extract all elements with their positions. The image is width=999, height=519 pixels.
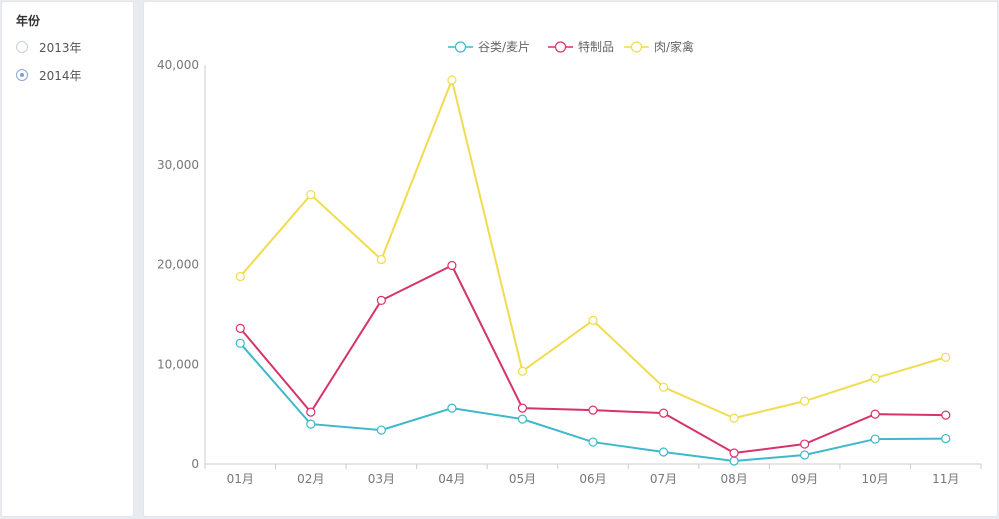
- data-point[interactable]: [658, 447, 669, 457]
- data-point[interactable]: [588, 315, 598, 325]
- data-point[interactable]: [235, 271, 245, 282]
- x-tick-label: 06月: [579, 472, 606, 486]
- data-point[interactable]: [588, 437, 598, 447]
- data-point[interactable]: [800, 396, 810, 406]
- data-point[interactable]: [941, 352, 951, 362]
- radio-label: 2013年: [39, 40, 82, 55]
- y-tick-label: 20,000: [157, 258, 199, 272]
- year-filter-panel: 年份 2013年 2014年: [1, 1, 134, 517]
- x-tick-label: 11月: [932, 472, 959, 486]
- x-tick-label: 10月: [862, 472, 889, 486]
- data-point[interactable]: [306, 419, 316, 429]
- y-tick-label: 30,000: [157, 158, 199, 172]
- line-chart: 0 10,000 20,000 30,000 40,000 01月 02月 03月 04月 05月…: [157, 39, 982, 486]
- radio-label: 2014年: [39, 68, 82, 83]
- data-point[interactable]: [729, 448, 739, 458]
- x-tick-label: 02月: [297, 472, 324, 486]
- legend-swatch-marker[interactable]: [454, 41, 467, 53]
- data-point[interactable]: [517, 414, 528, 424]
- data-point[interactable]: [447, 403, 457, 413]
- x-tick-label: 04月: [438, 472, 465, 486]
- data-point[interactable]: [447, 260, 457, 271]
- legend-swatch-marker[interactable]: [554, 41, 567, 53]
- data-point[interactable]: [800, 439, 810, 449]
- data-point[interactable]: [447, 75, 457, 85]
- x-tick-label: 07月: [650, 472, 677, 486]
- filter-title: 年份: [16, 14, 41, 28]
- data-point[interactable]: [376, 425, 386, 435]
- series-line: [239, 76, 947, 420]
- x-tick-label: 05月: [509, 472, 536, 486]
- data-point[interactable]: [870, 373, 880, 383]
- chart-panel: [143, 1, 998, 517]
- radio-checked-icon[interactable]: [16, 69, 28, 81]
- data-point[interactable]: [306, 190, 316, 200]
- y-tick-label: 0: [191, 457, 199, 471]
- data-point[interactable]: [235, 338, 245, 348]
- x-tick-label: 09月: [791, 472, 818, 486]
- radio-unchecked-icon[interactable]: [16, 41, 28, 53]
- series-line: [239, 264, 946, 455]
- data-point[interactable]: [658, 382, 669, 392]
- legend-label[interactable]: 肉/家禽: [654, 39, 694, 54]
- data-point[interactable]: [941, 410, 951, 420]
- y-tick-label: 40,000: [157, 58, 199, 72]
- data-point[interactable]: [941, 433, 951, 444]
- data-point[interactable]: [658, 408, 669, 418]
- data-point[interactable]: [870, 434, 880, 444]
- legend-label[interactable]: 谷类/麦片: [478, 40, 530, 54]
- data-point[interactable]: [376, 254, 386, 265]
- data-point[interactable]: [235, 323, 245, 333]
- radio-option-2013[interactable]: 2013年: [16, 38, 82, 56]
- data-point[interactable]: [870, 409, 880, 419]
- data-point[interactable]: [729, 413, 739, 423]
- y-tick-label: 10,000: [157, 357, 199, 371]
- x-tick-label: 01月: [227, 472, 254, 486]
- data-point[interactable]: [729, 456, 739, 466]
- x-tick-label: 08月: [720, 472, 747, 486]
- data-point[interactable]: [800, 450, 810, 460]
- data-point[interactable]: [376, 295, 386, 306]
- data-point[interactable]: [517, 403, 528, 413]
- x-tick-label: 03月: [368, 472, 395, 486]
- legend-label[interactable]: 特制品: [578, 39, 614, 54]
- data-point[interactable]: [306, 407, 316, 417]
- legend-swatch-marker[interactable]: [630, 41, 643, 53]
- radio-option-2014[interactable]: 2014年: [16, 66, 82, 84]
- data-point[interactable]: [588, 405, 598, 415]
- data-point[interactable]: [517, 366, 528, 376]
